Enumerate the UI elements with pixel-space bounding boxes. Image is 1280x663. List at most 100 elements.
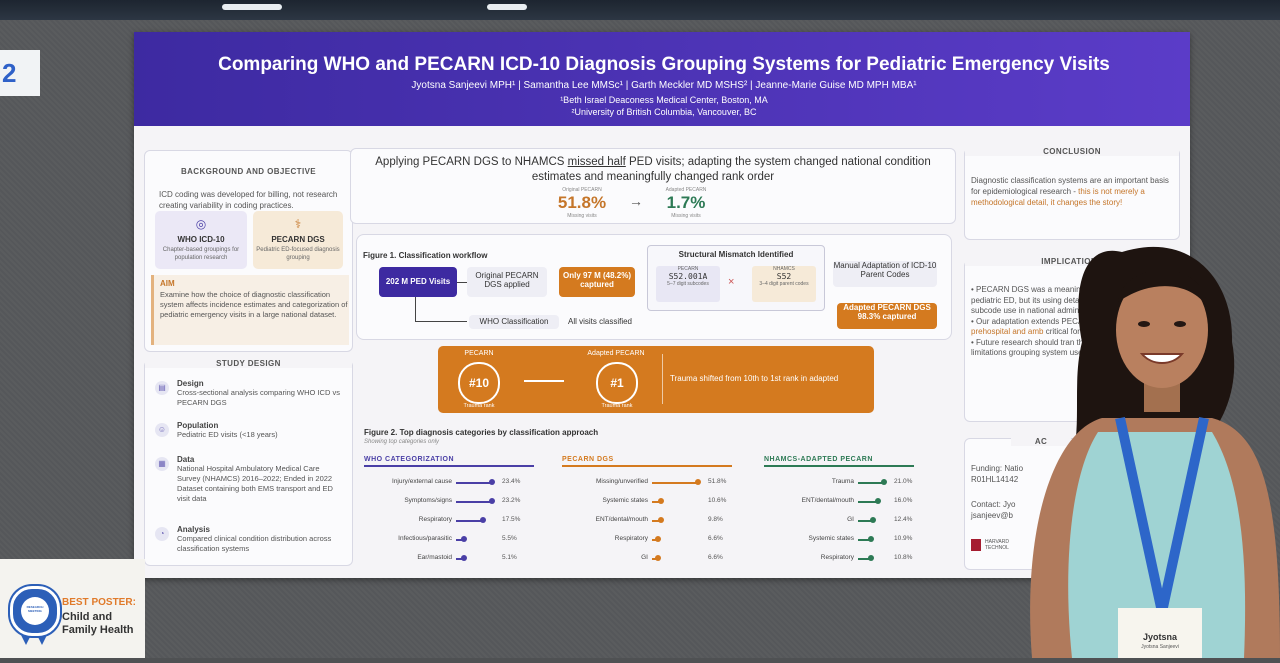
category-value: 17.5% bbox=[502, 516, 521, 523]
category-bar bbox=[456, 501, 492, 503]
rank-shift-panel: PECARN #10 Trauma rank Adapted PECARN #1… bbox=[438, 346, 874, 413]
figure-1: Figure 1. Classification workflow 202 M … bbox=[356, 234, 952, 340]
award-seal-text: RESEARCH MEETING bbox=[26, 605, 44, 613]
award-line-1: Child and bbox=[62, 611, 113, 623]
category-dot bbox=[479, 517, 486, 523]
category-dot bbox=[658, 498, 665, 504]
nhamcs-code-box: NHAMCS S52 3–4 digit parent codes bbox=[752, 266, 816, 302]
rank-left-value: #10 bbox=[458, 362, 500, 404]
harvard-shield-icon bbox=[971, 539, 981, 551]
implication-2-a: Our adaptation extends PECAR capture bbox=[976, 316, 1118, 326]
category-value: 23.2% bbox=[502, 497, 521, 504]
figure-2-row: GI 6.6% bbox=[562, 554, 732, 564]
figure-2-row: Infectious/parasitic 5.5% bbox=[364, 535, 534, 545]
figure-2-row: Respiratory 10.8% bbox=[764, 554, 914, 564]
category-dot bbox=[695, 479, 701, 485]
award-card: RESEARCH MEETING BEST POSTER: Child and … bbox=[0, 559, 145, 658]
category-dot bbox=[461, 536, 468, 542]
headline-underlined: missed half bbox=[567, 156, 626, 168]
category-value: 6.6% bbox=[708, 535, 723, 542]
figure-2-row: Respiratory 6.6% bbox=[562, 535, 732, 545]
pecarn-code-sub: 5–7 digit subcodes bbox=[667, 281, 709, 287]
background-text: ICD coding was developed for billing, no… bbox=[159, 190, 338, 210]
original-stat: Original PECARN 51.8% Missing visits bbox=[547, 187, 617, 219]
ack-title: AC bbox=[1011, 437, 1071, 446]
design-text: Cross-sectional analysis comparing WHO I… bbox=[177, 388, 340, 407]
category-label: ENT/dental/mouth bbox=[801, 497, 854, 504]
design-icon: ▤ bbox=[155, 381, 169, 395]
implications-title: IMPLICATIONS bbox=[965, 257, 1179, 266]
category-label: Respiratory bbox=[614, 535, 648, 542]
category-label: Missing/unverified bbox=[595, 478, 648, 485]
mismatch-box: Structural Mismatch Identified PECARN S5… bbox=[647, 245, 825, 311]
affiliation-2: ²University of British Columbia, Vancouv… bbox=[571, 107, 757, 117]
category-dot bbox=[657, 517, 664, 523]
poster-authors: Jyotsna Sanjeevi MPH¹ | Samantha Lee MMS… bbox=[411, 80, 917, 91]
category-dot bbox=[868, 555, 875, 561]
manual-adaptation-box: Manual Adaptation of ICD-10 Parent Codes bbox=[833, 261, 937, 287]
category-dot bbox=[868, 536, 875, 542]
analysis-icon: ◔ bbox=[155, 527, 169, 541]
category-bar bbox=[858, 482, 884, 484]
category-dot bbox=[460, 555, 467, 561]
rank-divider bbox=[662, 354, 663, 404]
category-bar bbox=[858, 501, 878, 503]
presenter-photo: Jyotsna Jyotsna Sanjeevi bbox=[1012, 232, 1280, 658]
rank-connector bbox=[524, 380, 564, 382]
ceiling bbox=[0, 0, 1280, 22]
nhamcs-code-sub: 3–4 digit parent codes bbox=[759, 281, 809, 287]
study-design-item: ▤ Design Cross-sectional analysis compar… bbox=[155, 379, 340, 408]
original-stat-value: 51.8% bbox=[557, 193, 607, 212]
figure-2-row: Ear/mastoid 5.1% bbox=[364, 554, 534, 564]
pecarn-card-sub: Pediatric ED-focused diagnosis grouping bbox=[256, 247, 340, 261]
category-dot bbox=[488, 498, 495, 504]
pecarn-code-label: PECARN bbox=[677, 266, 699, 272]
name-badge-name: Jyotsna bbox=[1142, 632, 1177, 642]
category-label: GI bbox=[641, 554, 648, 561]
aim-box: AIM Examine how the choice of diagnostic… bbox=[151, 275, 349, 345]
aim-label: AIM bbox=[160, 279, 175, 288]
mismatch-title: Structural Mismatch Identified bbox=[678, 250, 794, 259]
category-bar bbox=[652, 501, 662, 503]
conclusion-panel: CONCLUSION Diagnostic classification sys… bbox=[964, 147, 1180, 240]
category-value: 6.6% bbox=[708, 554, 723, 561]
category-dot bbox=[654, 536, 661, 542]
category-value: 10.8% bbox=[894, 554, 913, 561]
flow-line bbox=[415, 321, 467, 322]
background-panel: BACKGROUND AND OBJECTIVE ICD coding was … bbox=[144, 150, 353, 352]
category-dot bbox=[489, 479, 495, 485]
conclusion-title: CONCLUSION bbox=[965, 147, 1179, 156]
data-icon: ▦ bbox=[155, 457, 169, 471]
analysis-heading: Analysis bbox=[177, 525, 210, 534]
original-stat-sub: Missing visits bbox=[567, 213, 597, 219]
rank-left-label: PECARN bbox=[464, 350, 494, 357]
study-design-item: ◔ Analysis Compared clinical condition d… bbox=[155, 525, 340, 554]
poster: Comparing WHO and PECARN ICD-10 Diagnosi… bbox=[134, 32, 1190, 578]
original-stat-caption: Original PECARN bbox=[562, 187, 602, 193]
arrow-icon: → bbox=[629, 193, 643, 209]
category-value: 10.6% bbox=[708, 497, 727, 504]
pecarn-code: S52.001A bbox=[668, 272, 708, 281]
category-bar bbox=[652, 520, 661, 522]
adapted-stat: Adapted PECARN 1.7% Missing visits bbox=[651, 187, 721, 219]
figure-2-column-header: PECARN DGS bbox=[562, 456, 732, 467]
category-label: Respiratory bbox=[820, 554, 854, 561]
design-heading: Design bbox=[177, 379, 204, 388]
award-ribbon-icon: RESEARCH MEETING bbox=[10, 586, 60, 636]
data-text: National Hospital Ambulatory Medical Car… bbox=[177, 464, 333, 503]
category-label: Trauma bbox=[831, 478, 854, 485]
study-design-item: ▦ Data National Hospital Ambulatory Medi… bbox=[155, 455, 340, 504]
implication-1: • PECARN DGS was a meaningful focused on… bbox=[971, 285, 1135, 315]
implication-3: • Future research should tran the streng… bbox=[971, 337, 1139, 358]
name-badge-sub: Jyotsna Sanjeevi bbox=[1141, 644, 1179, 650]
figure-1-title: Figure 1. Classification workflow bbox=[363, 251, 488, 260]
category-dot bbox=[654, 555, 661, 561]
nhamcs-code-label: NHAMCS bbox=[773, 266, 795, 272]
figure-2-subtitle: Showing top categories only bbox=[364, 439, 440, 445]
conclusion-text-a: Diagnostic classification systems are an… bbox=[971, 176, 1169, 196]
figure-2-row: Missing/unverified 51.8% bbox=[562, 478, 732, 488]
data-heading: Data bbox=[177, 455, 195, 464]
mismatch-x-icon: × bbox=[728, 276, 735, 288]
flow-line bbox=[457, 282, 467, 283]
figure-2-row: Systemic states 10.6% bbox=[562, 497, 732, 507]
